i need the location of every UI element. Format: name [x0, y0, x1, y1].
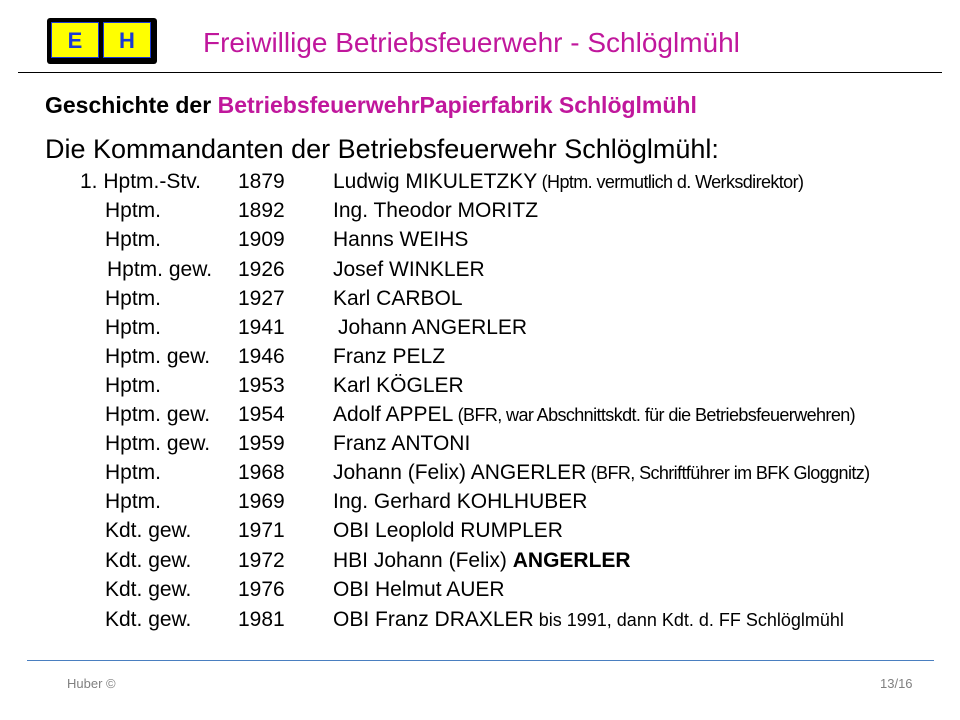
- section-heading: Geschichte der BetriebsfeuerwehrPapierfa…: [45, 92, 697, 119]
- commander-row: Hptm. 1927 Karl CARBOL: [0, 287, 960, 316]
- commander-rank: Hptm. gew.: [107, 258, 213, 281]
- logo-letter-e: E: [51, 22, 99, 58]
- commander-name-cell: HBI Johann (Felix) ANGERLER: [333, 549, 631, 573]
- commander-name-cell: Ing. Theodor MORITZ: [333, 199, 538, 223]
- commander-year: 1976: [238, 578, 285, 601]
- heading-prefix: Geschichte der: [45, 92, 218, 118]
- commander-name-cell: OBI Leoplold RUMPLER: [333, 519, 563, 543]
- commander-rank: Kdt. gew.: [105, 519, 192, 542]
- commander-row: Hptm. gew. 1954 Adolf APPEL (BFR, war Absc…: [0, 403, 960, 432]
- commander-name: Franz PELZ: [333, 345, 446, 368]
- header-divider: [18, 72, 942, 73]
- logo-letter-h: H: [103, 22, 151, 58]
- commander-name: Karl KÖGLER: [333, 374, 464, 397]
- commander-name-cell: Karl CARBOL: [333, 287, 463, 311]
- commander-name: Ing. Gerhard KOHLHUBER: [333, 490, 588, 513]
- commander-year: 1909: [238, 228, 285, 251]
- commander-name-cell: OBI Franz DRAXLER bis 1991, dann Kdt. d.…: [333, 608, 844, 632]
- commander-year: 1969: [238, 490, 285, 513]
- commander-name-cell: Ludwig MIKULETZKY (Hptm. vermutlich d. W…: [333, 170, 804, 194]
- commander-row: Hptm. 1969 Ing. Gerhard KOHLHUBER: [0, 490, 960, 519]
- commander-name: HBI Johann (Felix): [333, 549, 513, 572]
- commander-note: (BFR, Schriftführer im BFK Gloggnitz): [586, 463, 870, 483]
- commander-name-cell: Johann (Felix) ANGERLER (BFR, Schriftfüh…: [333, 461, 870, 485]
- commander-name-cell: Johann ANGERLER: [338, 316, 527, 340]
- commander-name: Josef WINKLER: [333, 258, 485, 281]
- commander-rank: Kdt. gew.: [105, 608, 192, 631]
- commander-row: Kdt. gew. 1981 OBI Franz DRAXLER bis 1991,…: [0, 608, 960, 637]
- commander-name-bold: ANGERLER: [512, 549, 631, 572]
- commander-name: Franz ANTONI: [333, 432, 471, 455]
- section-subtitle: Die Kommandanten der Betriebsfeuerwehr S…: [45, 134, 719, 164]
- commander-name: OBI Leoplold RUMPLER: [333, 519, 563, 542]
- commander-rank: Kdt. gew.: [105, 578, 192, 601]
- commander-rank: 1. Hptm.-Stv.: [80, 170, 201, 193]
- commander-year: 1959: [238, 432, 285, 455]
- heading-accent: BetriebsfeuerwehrPapierfabrik Schlöglmüh…: [217, 92, 697, 118]
- commander-year: 1892: [238, 199, 285, 222]
- commander-name: OBI Franz DRAXLER: [333, 608, 534, 631]
- commander-rank: Hptm.: [105, 490, 162, 513]
- commander-name: OBI Helmut AUER: [333, 578, 505, 601]
- commander-rank: Hptm.: [105, 199, 162, 222]
- commander-rank: Hptm.: [105, 374, 162, 397]
- commander-note: (BFR, war Abschnittskdt. für die Betrieb…: [453, 405, 856, 425]
- commander-name-cell: Hanns WEIHS: [333, 228, 468, 252]
- commander-note: bis 1991, dann Kdt. d. FF Schlöglmühl: [533, 610, 844, 630]
- commander-row: Hptm. gew. 1946 Franz PELZ: [0, 345, 960, 374]
- slide-title: Freiwillige Betriebsfeuerwehr - Schlöglm…: [203, 27, 740, 58]
- commander-name-cell: OBI Helmut AUER: [333, 578, 505, 602]
- commander-row: Hptm. gew. 1959 Franz ANTONI: [0, 432, 960, 461]
- commander-year: 1981: [238, 608, 285, 631]
- commander-name: Johann (Felix) ANGERLER: [333, 461, 587, 484]
- commander-row: Hptm. gew. 1926 Josef WINKLER: [0, 258, 960, 287]
- commander-rank: Hptm.: [105, 228, 162, 251]
- commander-rank: Hptm. gew.: [105, 432, 211, 455]
- commander-row: Hptm. 1953 Karl KÖGLER: [0, 374, 960, 403]
- commander-name-cell: Ing. Gerhard KOHLHUBER: [333, 490, 587, 514]
- commander-name: Adolf APPEL: [333, 403, 454, 426]
- commander-row: Hptm. 1909 Hanns WEIHS: [0, 228, 960, 257]
- commander-rank: Hptm.: [105, 287, 162, 310]
- commander-row: Hptm. 1892 Ing. Theodor MORITZ: [0, 199, 960, 228]
- commander-row: 1. Hptm.-Stv. 1879 Ludwig MIKULETZKY (Hptm…: [0, 170, 960, 199]
- commander-year: 1946: [238, 345, 285, 368]
- commander-year: 1972: [238, 549, 285, 572]
- footer-author: Huber ©: [67, 676, 116, 691]
- commander-name: Hanns WEIHS: [333, 228, 469, 251]
- eh-logo: E H: [47, 18, 157, 64]
- commander-year: 1926: [238, 258, 285, 281]
- commander-name-cell: Josef WINKLER: [333, 258, 485, 282]
- commander-rank: Hptm. gew.: [105, 403, 211, 426]
- commander-row: Kdt. gew. 1971 OBI Leoplold RUMPLER: [0, 519, 960, 548]
- commander-row: Kdt. gew. 1976 OBI Helmut AUER: [0, 578, 960, 607]
- commander-name: Karl CARBOL: [333, 287, 463, 310]
- commander-note: (Hptm. vermutlich d. Werksdirektor): [537, 172, 804, 192]
- footer-divider: [27, 660, 934, 661]
- commander-year: 1968: [238, 461, 285, 484]
- commander-rank: Hptm.: [105, 461, 162, 484]
- commander-row: Kdt. gew. 1972 HBI Johann (Felix) ANGERLER: [0, 549, 960, 578]
- commander-rank: Kdt. gew.: [105, 549, 192, 572]
- commander-name: Ing. Theodor MORITZ: [333, 199, 539, 222]
- commander-row: Hptm. 1941 Johann ANGERLER: [0, 316, 960, 345]
- commander-year: 1927: [238, 287, 285, 310]
- commander-name: Johann ANGERLER: [338, 316, 528, 339]
- commander-rank: Hptm. gew.: [105, 345, 211, 368]
- commander-year: 1971: [238, 519, 285, 542]
- commander-name-cell: Karl KÖGLER: [333, 374, 464, 398]
- commander-name-cell: Franz ANTONI: [333, 432, 470, 456]
- commander-year: 1879: [238, 170, 285, 193]
- page-number: 13/16: [880, 676, 913, 691]
- commander-name: Ludwig MIKULETZKY: [333, 170, 538, 193]
- commander-year: 1941: [238, 316, 285, 339]
- commander-name-cell: Franz PELZ: [333, 345, 445, 369]
- commander-year: 1954: [238, 403, 285, 426]
- commander-rank: Hptm.: [105, 316, 162, 339]
- commander-year: 1953: [238, 374, 285, 397]
- commander-name-cell: Adolf APPEL (BFR, war Abschnittskdt. für…: [333, 403, 856, 427]
- commander-row: Hptm. 1968 Johann (Felix) ANGERLER (BFR, S…: [0, 461, 960, 490]
